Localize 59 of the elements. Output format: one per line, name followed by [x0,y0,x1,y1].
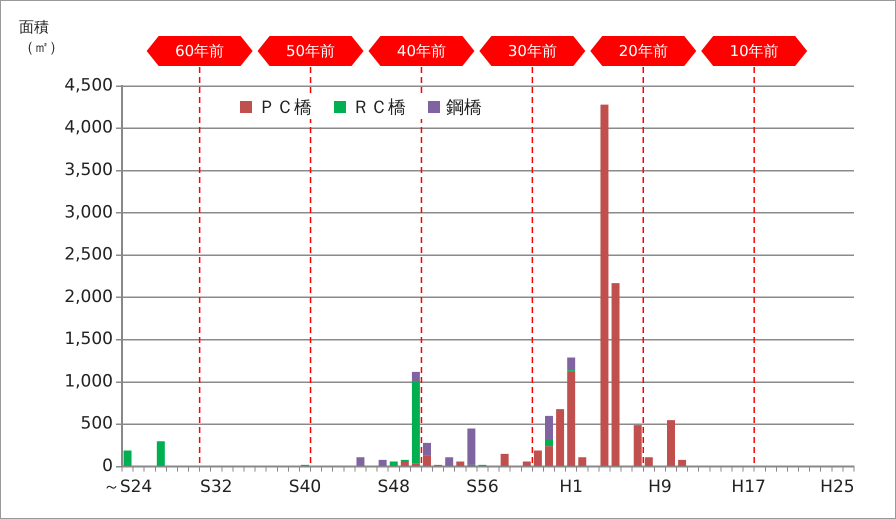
bar [545,416,553,440]
text: 10年前 [730,42,779,60]
bar [423,456,431,466]
x-tick-label: H1 [559,477,583,498]
legend-label: ＲＣ橋 [352,96,406,119]
bar [456,462,464,466]
x-tick-label: S32 [200,477,232,498]
bar [467,428,476,465]
x-tick-label: S48 [378,477,410,498]
x-tick-label: H9 [648,477,672,498]
bar [556,409,564,466]
text: 60年前 [175,42,224,60]
bar [612,283,620,466]
bar [534,450,542,466]
bar [500,454,509,466]
y-tick-label: 4,500 [64,75,113,96]
bar [156,441,165,466]
y-axis-title: 面積（㎡） [19,17,65,57]
bar [678,460,686,466]
legend-label: ＰＣ橋 [258,96,312,119]
x-tick-label: S56 [466,477,499,498]
y-tick-label: 4,000 [64,118,113,138]
bar [423,442,431,456]
text: 50年前 [286,42,336,60]
bar [578,457,586,466]
y-tick-label: 1,500 [64,329,113,350]
bar [412,372,420,382]
x-tick-label: H17 [731,477,766,498]
bar [567,372,576,466]
y-tick-label: 0 [102,456,113,476]
bar [412,463,420,466]
bar [644,457,653,466]
y-tick-label: 3,500 [64,160,113,180]
text: 30年前 [508,42,557,60]
y-tick-label: 2,500 [64,244,113,265]
text: 20年前 [618,42,668,60]
text: 40年前 [396,42,446,60]
bar [545,440,553,446]
bar [124,450,132,466]
y-tick-label: 2,000 [64,286,113,307]
bar [378,460,387,466]
bar [634,425,642,466]
bar [667,420,675,466]
y-tick-label: 3,000 [64,202,113,222]
legend-label: 鋼橋 [446,96,482,119]
bar [412,382,420,464]
bar [445,457,454,466]
bar [567,357,576,370]
bar [545,446,553,466]
y-tick-label: 500 [80,414,113,434]
x-tick-label: ～S24 [102,477,152,498]
bar [522,462,531,466]
y-tick-label: 1,000 [64,371,113,392]
x-tick-label: H25 [820,477,855,498]
bar [600,104,608,466]
bar [400,462,409,466]
x-tick-label: S40 [288,477,322,498]
bar [390,462,398,466]
bar [356,457,364,466]
